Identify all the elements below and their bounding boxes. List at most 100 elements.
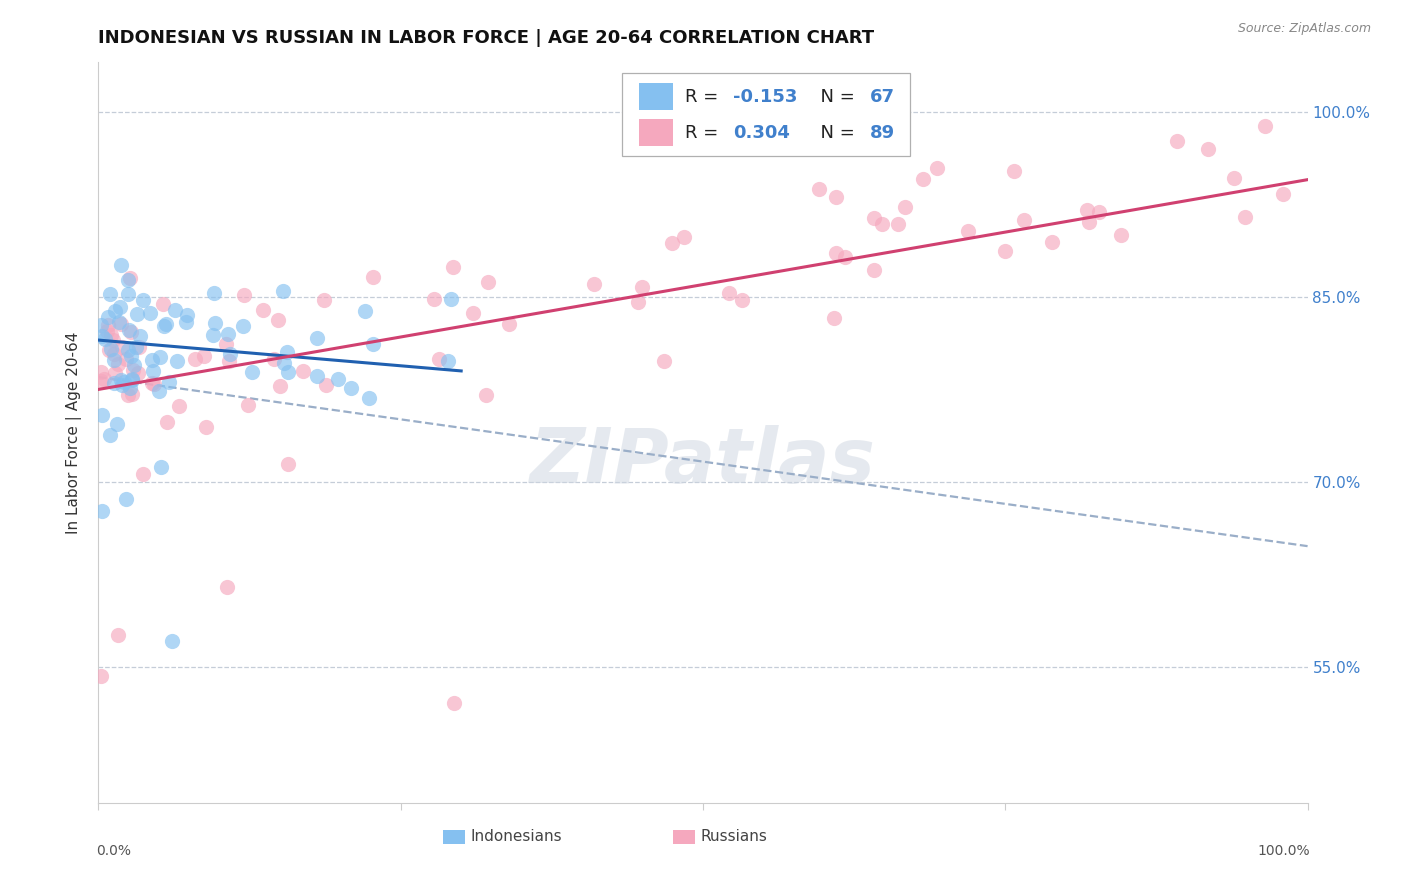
Point [307,331,329,345]
Point [100,342,122,356]
Point [93,372,115,386]
Point [176,315,198,329]
Point [104,366,127,380]
Point [277,365,299,379]
Point [339,381,361,395]
Point [436,354,458,368]
Point [120,271,142,285]
Point [121,387,143,401]
Point [152,319,174,334]
Point [110,258,132,272]
Point [120,349,142,363]
Point [232,319,254,334]
Point [148,384,170,398]
Point [217,580,239,594]
Point [163,302,186,317]
Point [141,376,163,391]
Point [627,295,650,310]
Point [326,372,349,386]
Point [894,200,917,214]
Text: INDONESIAN VS RUSSIAN IN LABOR FORCE | AGE 20-64 CORRELATION CHART: INDONESIAN VS RUSSIAN IN LABOR FORCE | A… [98,29,875,47]
Point [1233,210,1256,224]
Point [156,415,179,429]
Text: 0.304: 0.304 [734,123,790,142]
Point [654,354,676,368]
Point [143,377,166,392]
Point [121,372,143,386]
Text: 89: 89 [870,123,896,142]
Point [115,492,138,507]
Point [166,354,188,368]
Point [204,316,226,330]
Point [108,315,131,329]
Point [141,352,163,367]
Point [118,382,141,396]
Point [118,322,141,336]
Point [103,353,125,368]
Point [157,375,180,389]
Point [103,376,125,391]
Point [1040,235,1063,250]
Point [263,351,285,366]
Point [718,285,741,300]
Point [825,245,848,260]
Point [194,420,217,434]
Point [155,317,177,331]
Bar [443,830,465,844]
Y-axis label: In Labor Force | Age 20-64: In Labor Force | Age 20-64 [66,332,83,533]
Point [115,351,138,366]
Bar [638,120,673,145]
Point [90,408,112,422]
Point [110,318,132,332]
Text: R =: R = [685,123,724,142]
Point [361,270,384,285]
Text: 67: 67 [870,87,894,106]
Point [117,273,139,287]
Point [91,504,114,518]
Point [359,391,381,405]
Point [314,293,336,308]
Point [184,352,207,367]
Point [807,182,830,196]
Bar [638,84,673,110]
Point [132,293,155,307]
Point [91,329,114,343]
Point [98,286,121,301]
Point [233,288,256,302]
Point [103,347,125,361]
Point [169,399,191,413]
Point [443,696,465,710]
Point [271,284,294,298]
Point [132,467,155,482]
Point [731,293,754,307]
FancyBboxPatch shape [621,73,910,156]
Point [276,344,298,359]
Point [217,326,239,341]
Point [111,340,134,354]
Point [105,417,128,432]
Point [236,398,259,412]
Text: Indonesians: Indonesians [471,830,562,845]
Point [277,458,299,472]
Text: Russians: Russians [700,830,768,845]
Point [122,358,145,372]
Point [100,328,122,343]
Point [98,427,121,442]
Point [1271,187,1294,202]
Point [441,260,464,274]
Point [292,364,315,378]
Point [461,306,484,320]
Point [582,277,605,292]
Point [215,337,238,351]
Point [97,343,120,358]
Point [128,328,150,343]
Point [270,378,292,392]
Point [927,161,949,175]
Bar [672,830,695,844]
Point [1223,170,1246,185]
Point [218,354,240,368]
Point [872,217,894,231]
Point [240,365,263,379]
Text: R =: R = [685,87,724,106]
Point [219,347,242,361]
